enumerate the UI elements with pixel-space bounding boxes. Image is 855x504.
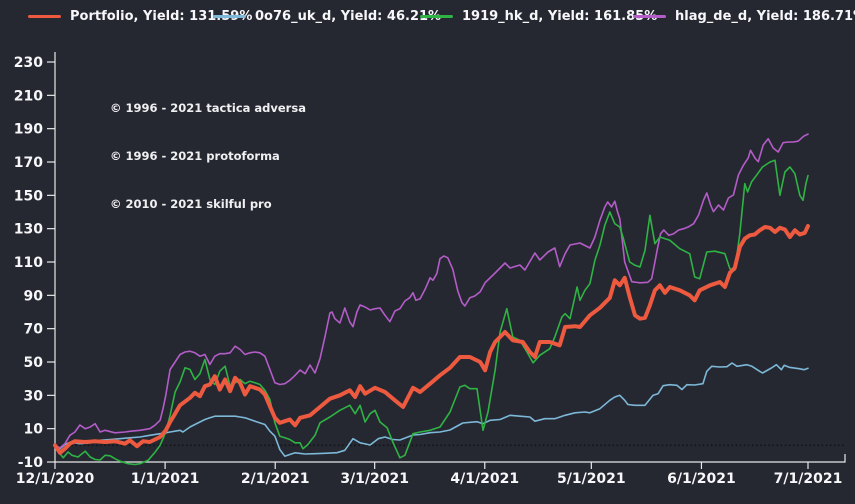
legend-item-1919-hk-d: 1919_hk_d, Yield: 161.85% <box>420 9 657 24</box>
y-tick-label: 210 <box>14 88 43 104</box>
x-tick-label: 5/1/2021 <box>557 471 626 487</box>
x-tick-label: 2/1/2021 <box>241 471 310 487</box>
x-tick-label: 7/1/2021 <box>774 471 843 487</box>
y-tick-label: 110 <box>14 255 43 271</box>
0o76-uk-d-line-swatch <box>213 15 246 18</box>
copyright-watermark: © 1996 - 2021 tactica adversa © 1996 - 2… <box>110 68 306 228</box>
watermark-line-2: © 1996 - 2021 protoforma <box>110 149 280 163</box>
legend-item-hlag-de-d: hlag_de_d, Yield: 186.71% <box>633 9 855 24</box>
legend-label-portfolio: Portfolio, Yield: 131.59% <box>70 9 253 24</box>
series-line-0 <box>53 224 810 455</box>
legend-item-portfolio: Portfolio, Yield: 131.59% <box>28 9 252 24</box>
series-line-1 <box>54 362 809 458</box>
x-tick-label: 4/1/2021 <box>450 471 519 487</box>
x-tick-label: 3/1/2021 <box>340 471 409 487</box>
y-tick-label: 50 <box>24 355 44 371</box>
legend-label-hlag-de-d: hlag_de_d, Yield: 186.71% <box>675 9 855 24</box>
y-tick-label: 130 <box>14 222 43 238</box>
1919-hk-d-line-swatch <box>420 15 453 18</box>
y-tick-label: 230 <box>14 55 43 71</box>
y-tick-label: 170 <box>14 155 43 171</box>
y-tick-label: 30 <box>24 388 44 404</box>
watermark-line-1: © 1996 - 2021 tactica adversa <box>110 101 306 115</box>
legend-label-0o76-uk-d: 0o76_uk_d, Yield: 46.21% <box>255 9 442 24</box>
y-tick-label: -10 <box>18 455 44 471</box>
y-tick-label: 10 <box>24 422 44 438</box>
watermark-line-3: © 2010 - 2021 skilful pro <box>110 197 272 211</box>
series-line-2 <box>54 159 809 466</box>
axis-frame <box>54 52 846 463</box>
y-tick-label: 70 <box>24 322 44 338</box>
x-tick-label: 1/1/2021 <box>131 471 200 487</box>
series-line-3 <box>54 133 809 449</box>
x-tick-label: 6/1/2021 <box>667 471 736 487</box>
hlag-de-d-line-swatch <box>633 15 666 18</box>
legend-label-1919-hk-d: 1919_hk_d, Yield: 161.85% <box>462 9 658 24</box>
y-tick-label: 190 <box>14 122 43 138</box>
x-tick-label: 12/1/2020 <box>16 471 95 487</box>
y-tick-label: 90 <box>24 288 44 304</box>
legend-item-0o76-uk-d: 0o76_uk_d, Yield: 46.21% <box>213 9 441 24</box>
y-tick-label: 150 <box>14 188 43 204</box>
portfolio-line-swatch <box>28 14 61 19</box>
